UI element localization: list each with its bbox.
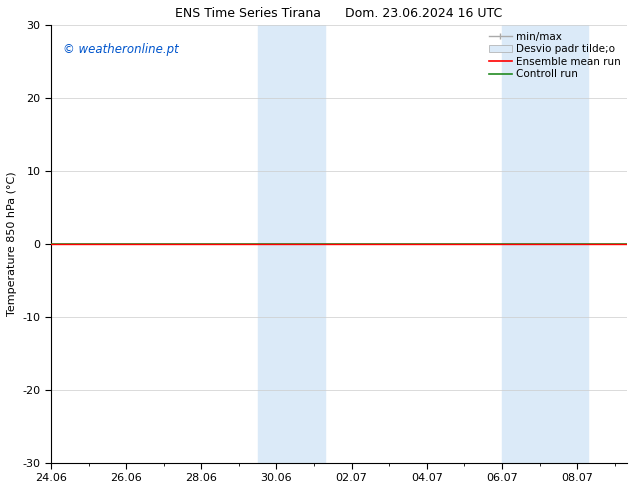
- Y-axis label: Temperature 850 hPa (°C): Temperature 850 hPa (°C): [7, 172, 17, 316]
- Text: © weatheronline.pt: © weatheronline.pt: [63, 43, 178, 56]
- Legend: min/max, Desvio padr tilde;o, Ensemble mean run, Controll run: min/max, Desvio padr tilde;o, Ensemble m…: [485, 27, 625, 83]
- Bar: [257, 25, 325, 463]
- Bar: [502, 25, 588, 463]
- Title: ENS Time Series Tirana      Dom. 23.06.2024 16 UTC: ENS Time Series Tirana Dom. 23.06.2024 1…: [176, 7, 503, 20]
